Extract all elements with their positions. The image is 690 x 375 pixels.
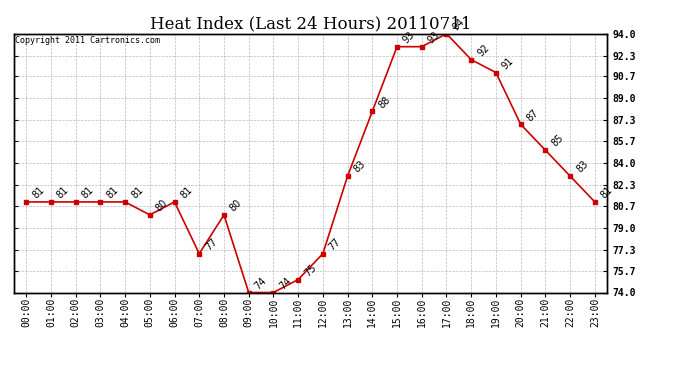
Text: 94: 94 [451,16,466,32]
Text: 77: 77 [204,236,219,252]
Text: 88: 88 [377,94,392,110]
Text: 81: 81 [104,185,120,201]
Text: 87: 87 [525,107,541,123]
Text: 81: 81 [129,185,145,201]
Text: 91: 91 [500,56,516,71]
Text: 93: 93 [426,30,442,45]
Text: 77: 77 [327,236,343,252]
Text: 81: 81 [179,185,195,201]
Text: 80: 80 [228,198,244,213]
Text: 81: 81 [55,185,71,201]
Text: 83: 83 [352,159,368,175]
Text: 74: 74 [277,275,293,291]
Text: Copyright 2011 Cartronics.com: Copyright 2011 Cartronics.com [15,36,160,45]
Text: 75: 75 [302,262,318,278]
Text: 93: 93 [401,30,417,45]
Text: 81: 81 [80,185,95,201]
Text: 85: 85 [549,133,565,149]
Text: 81: 81 [30,185,46,201]
Title: Heat Index (Last 24 Hours) 20110711: Heat Index (Last 24 Hours) 20110711 [150,15,471,32]
Text: 80: 80 [154,198,170,213]
Text: 74: 74 [253,275,268,291]
Text: 81: 81 [599,185,615,201]
Text: 83: 83 [574,159,590,175]
Text: 92: 92 [475,42,491,58]
